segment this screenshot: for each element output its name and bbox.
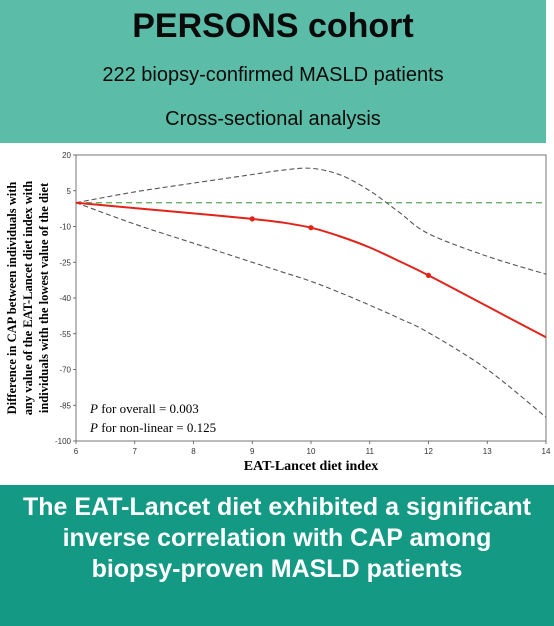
x-tick-label: 12 [424,447,433,456]
y-axis-label-line: any value of the EAT-Lancet diet index w… [21,181,35,415]
y-tick-label: -100 [55,437,72,446]
x-tick-label: 8 [191,447,196,456]
y-axis-label-line: Difference in CAP between individuals wi… [5,182,19,415]
x-tick-label: 13 [483,447,492,456]
spline-chart: 20 5 -10 -25 -40 -55 -70 -85 -100 6 7 8 9 10 11 12 13 14 … [0,146,554,480]
y-axis-label-line: individuals with the lowest value of the… [37,182,51,413]
p-symbol: P [89,401,98,416]
p-value-annotation: P for overall = 0.003 [89,401,199,416]
y-tick-label: -55 [59,330,71,339]
cohort-title: PERSONS cohort [132,7,414,45]
p-value-annotation: P for non-linear = 0.125 [89,420,216,435]
plot-frame [75,154,547,442]
p-symbol: P [89,420,98,435]
header-panel: PERSONS cohort 222 biopsy-confirmed MASL… [0,0,546,143]
y-tick-label: 20 [62,151,71,160]
x-tick-label: 14 [542,447,551,456]
x-tick-label: 9 [250,447,255,456]
x-tick-label: 6 [74,447,79,456]
p-value-text: for overall = 0.003 [98,401,199,416]
y-tick-label: -10 [59,223,71,232]
analysis-subtitle: Cross-sectional analysis [165,108,381,130]
y-tick-label: -25 [59,258,71,267]
estimate-line [75,201,547,339]
y-tick-label: -70 [59,366,71,375]
knot-point [249,216,255,222]
lower-ci-line [75,202,547,418]
x-tick-label: 10 [307,447,316,456]
y-tick-label: -40 [59,294,71,303]
patients-subtitle: 222 biopsy-confirmed MASLD patients [102,64,444,86]
knot-point [308,225,314,231]
p-value-text: for non-linear = 0.125 [98,420,216,435]
x-tick-label: 7 [133,447,138,456]
knot-point [425,272,432,278]
x-tick-label: 11 [366,447,375,456]
upper-ci-line [75,167,547,275]
conclusion-banner: The EAT-Lancet diet exhibited a signific… [0,485,554,626]
y-tick-label: -85 [59,401,71,410]
y-tick-label: 5 [67,187,72,196]
x-axis-label: EAT-Lancet diet index [244,459,379,474]
